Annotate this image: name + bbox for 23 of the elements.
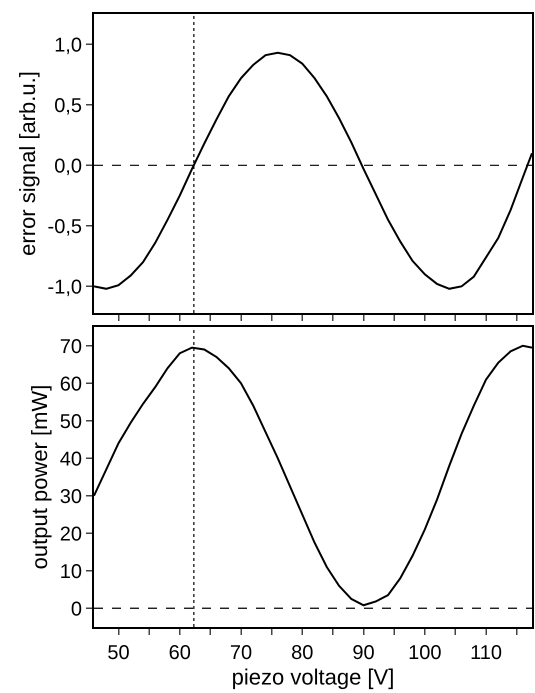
x-tick-label: 100 (408, 642, 442, 664)
y-tick-label: -1,0 (48, 276, 82, 298)
y-tick-label: 70 (60, 336, 82, 358)
y-tick-label: 20 (60, 523, 82, 546)
y-tick-label: 60 (60, 373, 82, 396)
x-tick-label: 60 (168, 642, 191, 664)
x-tick-label: 50 (107, 642, 130, 664)
x-tick-label: 70 (230, 642, 252, 664)
y-tick-label: -0,5 (48, 216, 82, 238)
x-axis-title: piezo voltage [V] (232, 664, 394, 690)
y-tick-label: 0,0 (54, 155, 82, 178)
x-tick-label: 80 (291, 642, 314, 664)
y-axis-title: output power [mW] (27, 384, 52, 570)
y-tick-label: 1,0 (54, 34, 82, 56)
y-axis-title: error signal [arb.u.] (14, 71, 40, 256)
y-tick-label: 0,5 (54, 94, 82, 117)
y-tick-label: 10 (60, 560, 82, 583)
x-tick-label: 90 (352, 642, 375, 664)
y-tick-label: 40 (60, 448, 82, 470)
y-tick-label: 0 (70, 598, 82, 620)
y-tick-label: 50 (60, 410, 82, 433)
x-tick-label: 110 (470, 642, 502, 664)
y-tick-label: 30 (60, 486, 82, 508)
